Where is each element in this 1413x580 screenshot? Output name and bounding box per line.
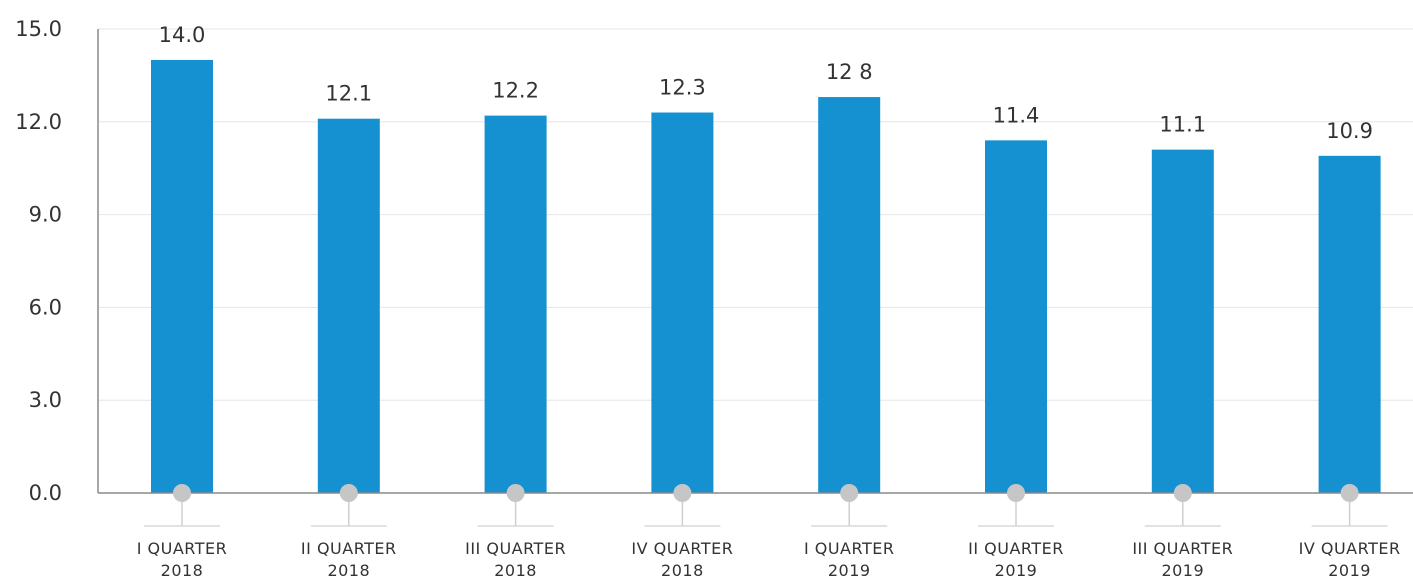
y-tick-label: 12.0 (15, 110, 62, 134)
bar (1151, 149, 1214, 493)
bar (818, 97, 881, 493)
x-tick-label: IV QUARTER (1299, 539, 1401, 558)
data-labels: 14.0 12.1 12.2 12.3 12 8 11.4 11.1 10.9 (159, 23, 1373, 143)
y-tick-label: 0.0 (29, 481, 62, 505)
data-label: 12 8 (826, 60, 873, 84)
x-tick-label: III QUARTER (1132, 539, 1233, 558)
y-axis: 0.0 3.0 6.0 9.0 12.0 15.0 (15, 17, 99, 505)
x-tick-label: 2018 (161, 561, 204, 580)
category-marker (840, 484, 859, 502)
x-tick-label: 2018 (494, 561, 537, 580)
y-tick-label: 3.0 (29, 388, 62, 412)
x-tick-label: I QUARTER (804, 539, 895, 558)
bars (151, 59, 1381, 494)
bar (317, 118, 380, 493)
y-tick-label: 15.0 (15, 17, 62, 41)
x-tick-label: 2018 (661, 561, 704, 580)
bar (651, 112, 714, 494)
category-marker (173, 484, 191, 502)
x-tick-label: II QUARTER (968, 539, 1064, 558)
x-tick-label: 2019 (995, 561, 1038, 580)
x-tick-label: IV QUARTER (631, 539, 733, 558)
gridlines (98, 28, 1413, 401)
bar (1318, 155, 1381, 493)
y-tick-label: 9.0 (29, 203, 62, 227)
x-tick-label: I QUARTER (137, 539, 228, 558)
data-label: 11.1 (1159, 113, 1206, 137)
x-tick-label: II QUARTER (301, 539, 397, 558)
bar (985, 140, 1047, 494)
bar (484, 115, 547, 493)
data-label: 12.3 (659, 76, 706, 100)
data-label: 10.9 (1326, 119, 1373, 143)
category-marker (673, 484, 692, 502)
x-tick-label: 2019 (828, 561, 871, 580)
data-label: 11.4 (993, 103, 1040, 127)
category-marker (1173, 484, 1192, 502)
category-marker (339, 484, 358, 502)
category-marker (1340, 484, 1359, 502)
x-tick-label: III QUARTER (465, 539, 566, 558)
category-marker (1007, 484, 1025, 502)
data-label: 12.2 (492, 79, 539, 103)
y-tick-label: 6.0 (29, 295, 62, 319)
x-tick-label: 2019 (1328, 561, 1371, 580)
x-axis: I QUARTER 2018 II QUARTER 2018 III QUARTER 20… (98, 484, 1413, 580)
data-label: 12.1 (325, 82, 372, 106)
category-marker (506, 484, 525, 502)
bar (151, 59, 213, 493)
x-tick-label: 2018 (327, 561, 370, 580)
data-label: 14.0 (159, 23, 206, 47)
x-tick-label: 2019 (1161, 561, 1204, 580)
